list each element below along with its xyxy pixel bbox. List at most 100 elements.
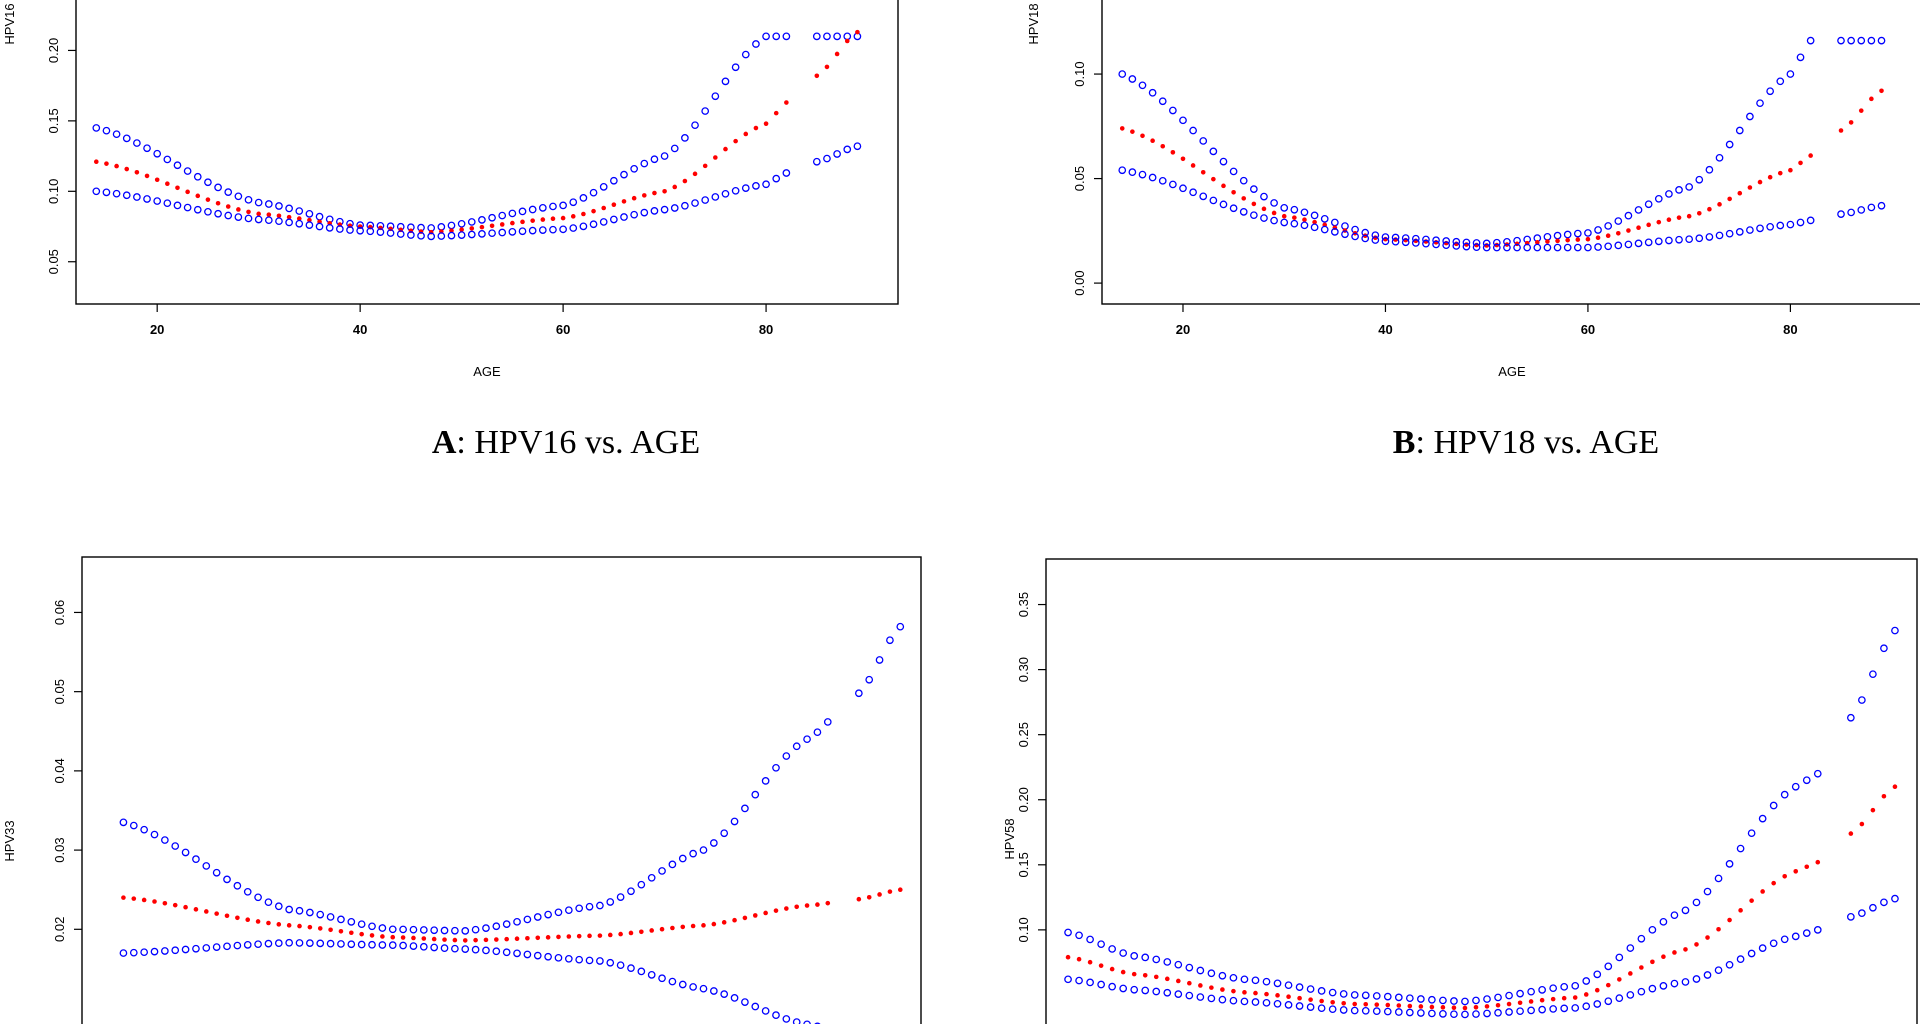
data-point [1533, 243, 1542, 252]
data-point [1877, 36, 1886, 45]
data-point [591, 208, 596, 214]
data-point [1604, 242, 1613, 251]
data-point [1295, 983, 1304, 991]
data-point [1130, 129, 1135, 134]
data-point [681, 134, 689, 142]
data-point [1242, 990, 1247, 995]
data-point [1867, 36, 1876, 45]
plot-frame [1101, 0, 1920, 305]
data-point [1516, 1007, 1524, 1016]
data-point [523, 950, 532, 959]
data-point [803, 1020, 811, 1024]
data-point [741, 184, 750, 192]
data-point [1694, 942, 1699, 947]
data-point [1877, 201, 1886, 210]
data-point [1582, 1002, 1591, 1011]
data-point [1174, 960, 1183, 969]
data-point [1306, 1003, 1315, 1011]
data-point [1429, 1004, 1435, 1010]
data-point [620, 170, 628, 179]
data-point [1838, 128, 1844, 133]
data-point [1119, 126, 1125, 131]
data-point [1260, 192, 1268, 201]
data-point [699, 846, 708, 854]
data-point [773, 110, 779, 116]
data-point [1130, 952, 1139, 960]
data-point [1328, 988, 1337, 997]
data-point [1128, 168, 1137, 176]
data-point [784, 906, 789, 911]
data-point [1383, 992, 1392, 1001]
data-point [1271, 210, 1277, 216]
data-point [1769, 801, 1778, 810]
data-point [124, 166, 130, 172]
data-point [535, 935, 541, 941]
data-point [833, 32, 841, 41]
data-point [1196, 966, 1205, 975]
data-point [1867, 203, 1876, 212]
data-point [763, 910, 768, 916]
data-point [337, 940, 345, 948]
data-point [369, 933, 375, 938]
data-point [518, 227, 527, 236]
data-point [1637, 987, 1646, 996]
data-point [264, 200, 273, 208]
data-point [143, 144, 151, 153]
data-point [843, 32, 852, 41]
data-point [647, 970, 656, 979]
data-point [1736, 955, 1745, 963]
data-point [1209, 985, 1214, 990]
data-point [1396, 1003, 1402, 1008]
data-point [316, 910, 325, 919]
data-point [597, 933, 603, 938]
data-point [1681, 906, 1690, 915]
data-point [140, 825, 148, 834]
data-point [1240, 997, 1249, 1006]
data-point [647, 873, 656, 882]
data-point [1240, 975, 1249, 984]
data-point [1120, 969, 1126, 975]
data-point [112, 130, 121, 139]
data-point [316, 939, 325, 948]
data-point [1661, 954, 1666, 960]
data-point [492, 922, 501, 931]
data-point [1686, 213, 1692, 219]
data-point [1065, 954, 1071, 960]
data-point [680, 924, 686, 930]
data-point [1229, 167, 1238, 176]
data-point [576, 933, 582, 939]
data-point [471, 925, 480, 934]
data-point [689, 983, 697, 991]
data-point [1786, 70, 1795, 78]
data-point [171, 946, 180, 955]
data-point [1169, 106, 1177, 115]
data-point [720, 990, 729, 998]
data-point [668, 977, 677, 986]
data-point [753, 125, 759, 131]
data-point [451, 944, 459, 953]
data-point [1261, 206, 1267, 212]
data-point [347, 940, 356, 949]
data-point [1757, 179, 1763, 185]
data-point [1760, 889, 1765, 894]
data-point [627, 964, 635, 972]
data-point [1594, 987, 1600, 993]
data-point [513, 949, 521, 958]
data-point [409, 925, 418, 934]
data-point [762, 180, 770, 189]
data-point [173, 201, 182, 210]
data-point [1108, 945, 1117, 953]
data-point [1097, 980, 1105, 989]
data-point [1251, 976, 1260, 985]
chart-panel-c: 0.02 0.03 0.04 0.05 0.06 HPV33 [2, 556, 922, 1024]
data-point [274, 939, 283, 947]
series-lower [1064, 894, 1899, 1019]
data-point [1725, 960, 1734, 969]
data-point [1604, 997, 1613, 1006]
data-point [254, 893, 262, 902]
data-point [649, 928, 654, 933]
data-point [630, 210, 638, 219]
data-point [1705, 233, 1714, 241]
data-point [549, 202, 557, 211]
data-point [1675, 235, 1683, 244]
